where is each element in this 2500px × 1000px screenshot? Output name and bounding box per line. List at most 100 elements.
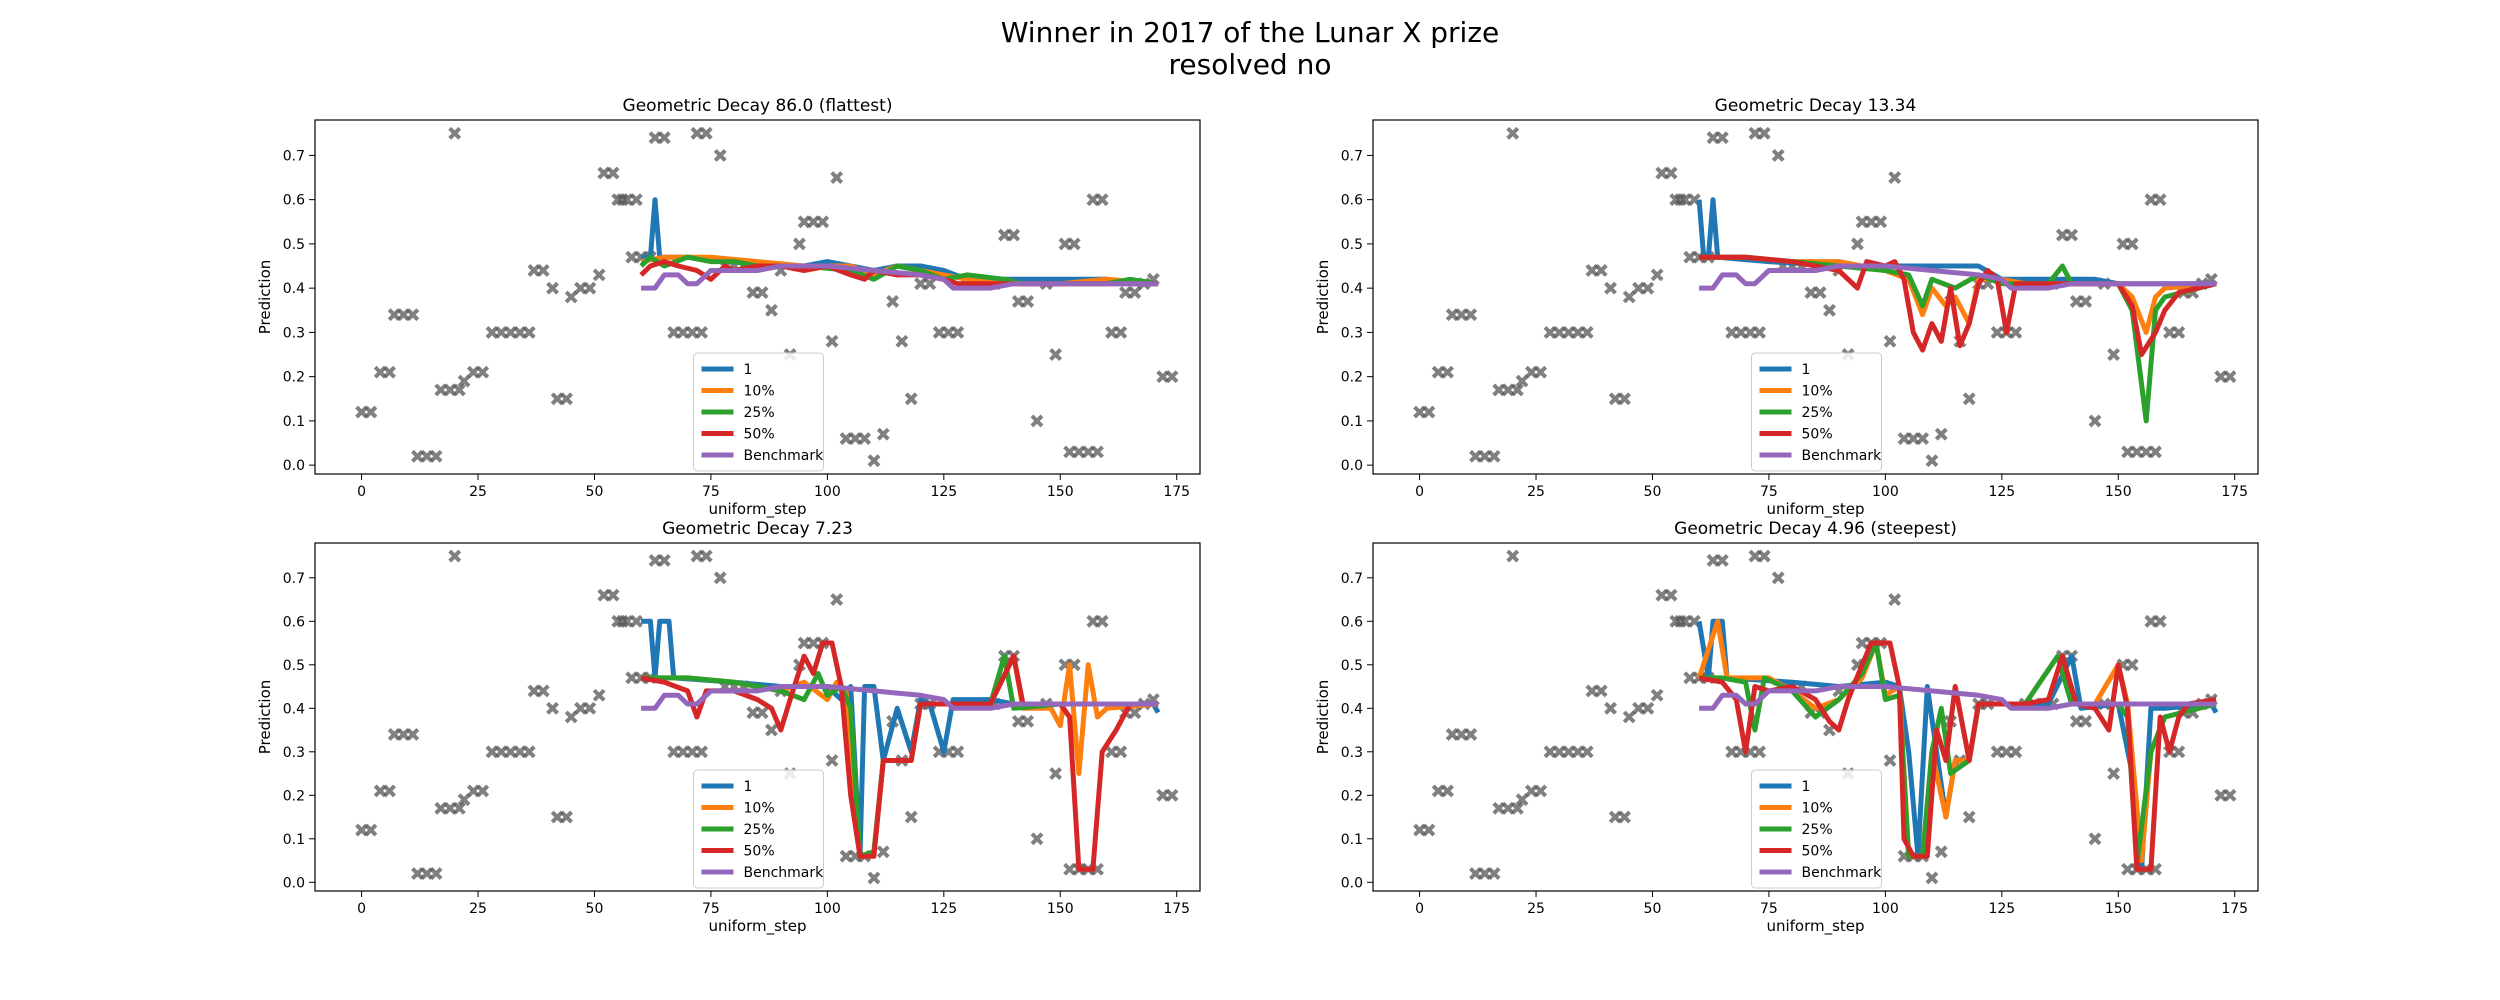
observation-marker — [1664, 166, 1678, 180]
observation-marker — [695, 325, 709, 339]
y-tick-label: 0.6 — [283, 193, 305, 209]
observation-marker — [1534, 784, 1548, 798]
observation-marker — [383, 784, 396, 798]
observation-marker — [629, 614, 643, 628]
x-tick-label: 0 — [357, 484, 366, 500]
observation-marker — [2153, 614, 2167, 628]
observation-marker — [1464, 308, 1478, 322]
observation-marker — [583, 281, 597, 295]
observation-marker — [1888, 171, 1902, 184]
observation-marker — [1007, 228, 1021, 242]
observation-marker — [1165, 370, 1179, 384]
legend-entry: 25% — [1802, 405, 1833, 421]
observation-marker — [765, 303, 778, 317]
legend-box — [693, 352, 824, 472]
series-line-benchmark — [641, 684, 1159, 711]
observation-marker — [1622, 290, 1636, 304]
observation-marker — [2079, 295, 2093, 308]
subplot-title: Geometric Decay 7.23 — [662, 519, 853, 539]
y-tick-label: 0.7 — [1341, 148, 1363, 164]
plot-area — [355, 549, 1179, 885]
axes-frame — [314, 119, 1201, 475]
observation-marker — [592, 268, 606, 282]
subplot-title: Geometric Decay 4.96 (steepest) — [1674, 519, 1957, 539]
observation-marker — [699, 549, 713, 563]
observation-marker — [1888, 593, 1902, 606]
observation-marker — [2107, 767, 2121, 780]
observation-marker — [904, 392, 918, 406]
observation-marker — [476, 784, 490, 798]
subplot-2: Geometric Decay 13.34 0 25 50 75 100 125 150 175… — [1314, 96, 2259, 519]
y-tick-label: 0.0 — [1341, 875, 1363, 891]
observation-marker — [1753, 745, 1767, 759]
y-tick-label: 0.7 — [283, 571, 305, 587]
observation-marker — [583, 701, 597, 715]
observation-marker — [1771, 571, 1785, 585]
legend-box — [1751, 352, 1882, 472]
subplot-title: Geometric Decay 13.34 — [1715, 96, 1917, 116]
plot-area — [1413, 126, 2237, 468]
x-tick-label: 75 — [1760, 484, 1778, 500]
legend-entry: 10% — [744, 384, 775, 400]
axes-frame — [1372, 542, 2259, 892]
observation-marker — [886, 295, 899, 308]
observation-marker — [1618, 392, 1631, 406]
observation-marker — [1021, 295, 1035, 308]
observation-marker — [1604, 701, 1617, 715]
x-tick-label: 0 — [357, 901, 366, 917]
observation-marker — [2153, 193, 2167, 207]
y-tick-label: 0.5 — [1341, 237, 1363, 253]
observation-marker — [2223, 788, 2237, 802]
legend-entry: 50% — [1802, 844, 1833, 860]
legend-entry: Benchmark — [744, 865, 825, 881]
subplot-1: Geometric Decay 86.0 (flattest)0 25 50 75 10… — [256, 96, 1201, 519]
y-tick-label: 0.6 — [1341, 614, 1363, 630]
legend-entry: 10% — [1802, 801, 1833, 817]
y-tick-label: 0.3 — [283, 325, 305, 341]
observation-marker — [895, 334, 909, 348]
figure-title-line1: Winner in 2017 of the Lunar X prize — [1001, 16, 1500, 49]
y-tick-label: 0.3 — [283, 745, 305, 761]
observation-marker — [522, 745, 536, 759]
subplot-grid: Geometric Decay 86.0 (flattest)0 25 50 75 10… — [256, 96, 2259, 936]
axes-frame — [1372, 119, 2259, 475]
y-tick-label: 0.2 — [1341, 370, 1363, 386]
observation-marker — [1095, 193, 1109, 207]
observation-marker — [2125, 237, 2139, 251]
observation-marker — [546, 281, 559, 295]
subplot-title: Geometric Decay 86.0 (flattest) — [623, 96, 893, 116]
series-line-25pct — [1699, 640, 2217, 868]
observation-marker — [1594, 264, 1608, 277]
observation-marker — [1049, 348, 1063, 361]
observation-marker — [564, 710, 578, 724]
observation-marker — [1487, 449, 1501, 463]
observation-marker — [1925, 454, 1939, 468]
x-axis-label: uniform_step — [708, 500, 806, 519]
observation-marker — [1487, 867, 1501, 881]
observation-marker — [1506, 126, 1520, 140]
observation-marker — [1851, 237, 1864, 251]
legend: 1 10% 25% 50% Benchmark — [1751, 352, 1882, 472]
observation-marker — [755, 706, 769, 720]
y-axis-label: Prediction — [1314, 260, 1332, 335]
observation-marker — [1757, 549, 1771, 563]
x-tick-label: 100 — [814, 901, 841, 917]
observation-marker — [606, 588, 620, 602]
observation-marker — [1650, 688, 1664, 702]
y-axis-label: Prediction — [256, 680, 274, 755]
observation-marker — [1925, 871, 1939, 885]
observation-marker — [1618, 810, 1631, 824]
series-line-50pct — [640, 640, 1159, 872]
observation-marker — [1534, 365, 1548, 379]
subplot-4: Geometric Decay 4.96 (steepest)0 25 50 75 10… — [1314, 519, 2259, 936]
x-tick-label: 150 — [2105, 484, 2132, 500]
observation-marker — [825, 334, 839, 348]
y-tick-label: 0.7 — [283, 148, 305, 164]
legend-entry: 1 — [1802, 779, 1811, 795]
x-tick-label: 25 — [469, 484, 487, 500]
x-axis-label: uniform_step — [1766, 500, 1864, 519]
observation-marker — [699, 126, 713, 140]
observation-marker — [564, 290, 578, 304]
observation-marker — [2223, 370, 2237, 384]
legend-entry: 25% — [744, 822, 775, 838]
